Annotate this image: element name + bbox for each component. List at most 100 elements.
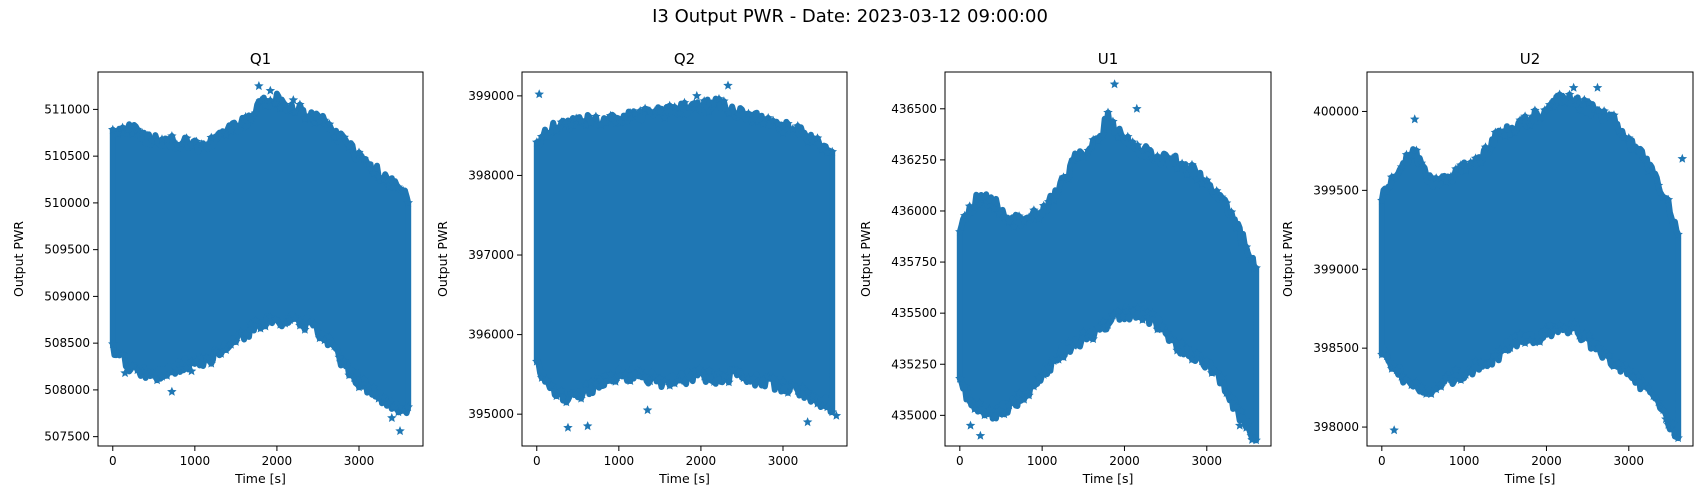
data-point [1014, 388, 1024, 398]
data-point [369, 168, 379, 178]
data-point [1500, 130, 1511, 140]
data-point [1123, 131, 1133, 141]
data-point [206, 358, 216, 368]
data-point [563, 422, 573, 432]
data-point [1068, 155, 1079, 165]
data-point [172, 139, 182, 149]
y-tick-label: 398000 [1313, 420, 1359, 434]
data-point [827, 146, 837, 156]
data-point [974, 199, 985, 209]
data-point [1382, 351, 1392, 361]
data-point [733, 367, 744, 377]
data-point [1466, 157, 1476, 167]
data-point [566, 120, 576, 130]
data-point [1123, 305, 1133, 315]
data-point [309, 319, 320, 329]
data-point [719, 371, 729, 381]
data-point [245, 115, 256, 124]
data-point [660, 375, 670, 385]
data-point [142, 370, 152, 380]
data-point [1014, 211, 1024, 221]
data-point [955, 373, 965, 383]
data-point [753, 376, 764, 386]
data-point [650, 106, 660, 116]
data-point [1098, 129, 1108, 139]
data-point [1549, 101, 1560, 111]
data-point [1157, 321, 1168, 331]
data-point [1226, 207, 1237, 217]
data-point [319, 115, 330, 125]
data-point [1495, 126, 1506, 136]
data-point [1456, 375, 1466, 384]
y-axis-label: Output PWR [858, 221, 873, 297]
data-point [181, 133, 192, 143]
data-point [383, 181, 394, 191]
data-point [1241, 242, 1252, 252]
data-point [640, 103, 650, 113]
y-tick-label: 510000 [44, 196, 90, 210]
data-point [147, 135, 157, 145]
subplot-title: Q1 [250, 50, 271, 68]
data-point [1078, 152, 1089, 161]
data-point [797, 128, 808, 138]
data-point [1024, 390, 1034, 400]
data-point [201, 140, 212, 150]
data-point [773, 119, 783, 129]
data-point [1461, 165, 1471, 175]
data-point [620, 369, 631, 379]
data-point [250, 108, 261, 118]
data-point [1127, 306, 1138, 316]
data-point [586, 117, 596, 127]
data-point [989, 203, 1000, 213]
data-point [591, 378, 601, 388]
data-point [689, 98, 700, 108]
data-point [1410, 114, 1420, 124]
data-point [254, 81, 264, 91]
data-point [1177, 158, 1187, 168]
data-point [783, 118, 793, 128]
data-point [566, 388, 576, 398]
data-point [211, 131, 221, 141]
data-point [1525, 335, 1535, 345]
data-point [1592, 82, 1603, 92]
data-point [339, 356, 349, 366]
data-point [763, 372, 773, 382]
data-point [665, 380, 675, 390]
data-point [1633, 371, 1644, 381]
data-point [1510, 331, 1520, 341]
data-point [974, 398, 985, 408]
data-point [1599, 349, 1609, 359]
data-point [601, 117, 611, 127]
y-tick-label: 508500 [44, 336, 90, 350]
data-point [1584, 97, 1594, 107]
data-point [979, 410, 990, 420]
data-point [226, 125, 236, 135]
data-point [709, 376, 719, 386]
y-tick-label: 435750 [891, 255, 937, 269]
data-point [339, 132, 349, 142]
data-point [541, 131, 552, 141]
data-point [1411, 145, 1422, 155]
data-point [534, 89, 544, 99]
y-tick-label: 400000 [1313, 104, 1359, 118]
y-tick-label: 436000 [891, 204, 937, 218]
y-tick-label: 509000 [44, 289, 90, 303]
data-point [1044, 362, 1054, 372]
data-point [778, 376, 788, 386]
data-point [378, 174, 389, 184]
data-point [1231, 401, 1242, 411]
data-point [1004, 216, 1014, 226]
data-point [1162, 152, 1172, 162]
data-point [812, 133, 823, 143]
x-tick-label: 1000 [1027, 454, 1058, 468]
x-axis-label: Time [s] [1082, 471, 1134, 486]
data-point [979, 192, 990, 202]
data-point [1202, 355, 1212, 365]
data-point [290, 313, 300, 323]
y-tick-label: 435250 [891, 357, 937, 371]
data-point [1103, 319, 1113, 329]
data-point [1386, 363, 1397, 373]
data-point [1569, 95, 1580, 105]
data-point [1668, 418, 1678, 428]
data-point [1515, 115, 1525, 125]
